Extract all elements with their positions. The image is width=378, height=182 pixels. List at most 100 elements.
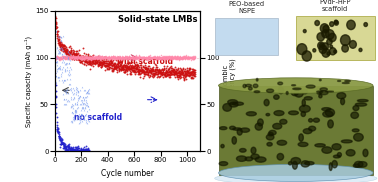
Point [184, 73, 190, 76]
Point [58, 141, 64, 143]
Point [144, 57, 150, 60]
Point [71, 148, 77, 151]
Point [130, 64, 136, 67]
Point [62, 67, 68, 70]
Point [166, 56, 172, 59]
Point [79, 107, 85, 110]
Circle shape [334, 21, 338, 25]
Point [68, 56, 74, 59]
Point [90, 57, 96, 60]
Point [160, 71, 166, 74]
Point [57, 48, 63, 51]
Point [76, 149, 82, 151]
Point [169, 70, 175, 72]
Point [105, 63, 111, 66]
Point [66, 74, 72, 77]
Point [98, 55, 104, 58]
Point [149, 56, 155, 59]
Ellipse shape [322, 147, 332, 153]
Point [154, 69, 160, 72]
Point [57, 56, 64, 59]
Point [192, 55, 198, 58]
Point [143, 67, 149, 70]
Point [121, 65, 127, 68]
Point [185, 57, 191, 60]
Point [104, 66, 110, 69]
Point [80, 150, 86, 153]
Point [54, 56, 60, 59]
Point [103, 64, 109, 67]
Point [126, 58, 132, 61]
Point [181, 70, 187, 73]
Point [67, 51, 73, 54]
Point [75, 52, 81, 54]
Ellipse shape [293, 161, 297, 169]
Point [116, 56, 122, 59]
Point [182, 56, 188, 59]
Point [64, 57, 70, 60]
Point [183, 72, 189, 75]
Point [83, 56, 89, 59]
Point [181, 56, 187, 59]
Point [58, 57, 64, 60]
Point [160, 67, 166, 70]
Point [139, 70, 145, 73]
Point [76, 48, 82, 51]
Point [112, 57, 118, 60]
Point [169, 66, 175, 69]
Point [59, 46, 65, 48]
Point [187, 72, 194, 75]
Point [122, 64, 128, 67]
Point [55, 131, 61, 134]
Point [127, 57, 133, 60]
Point [150, 57, 156, 60]
Point [156, 57, 162, 60]
Circle shape [317, 33, 324, 41]
Point [87, 56, 93, 59]
Point [174, 55, 180, 58]
Point [84, 56, 90, 59]
Point [168, 56, 174, 59]
Ellipse shape [232, 137, 236, 144]
Point [190, 57, 196, 60]
Point [122, 55, 128, 58]
Point [86, 150, 92, 153]
Point [142, 72, 148, 75]
Point [103, 55, 109, 58]
Point [183, 53, 189, 56]
Point [77, 61, 83, 64]
Point [93, 61, 99, 64]
Ellipse shape [305, 162, 314, 165]
Point [180, 56, 186, 59]
Point [86, 58, 92, 60]
Point [155, 73, 161, 76]
Point [61, 145, 67, 147]
Ellipse shape [229, 126, 235, 130]
Ellipse shape [257, 119, 263, 126]
Point [120, 67, 126, 70]
Point [160, 56, 166, 59]
Point [60, 45, 67, 48]
Point [147, 56, 153, 59]
Point [169, 73, 175, 76]
Ellipse shape [266, 89, 274, 92]
Point [71, 50, 77, 53]
Point [121, 58, 127, 61]
Point [70, 56, 76, 59]
Point [132, 62, 138, 65]
Point [118, 64, 124, 66]
Point [122, 70, 128, 73]
Point [59, 48, 65, 51]
Point [84, 57, 90, 60]
Point [140, 68, 146, 71]
Point [180, 57, 186, 60]
Point [79, 47, 85, 50]
Point [147, 74, 153, 76]
Point [99, 55, 105, 58]
Point [88, 57, 94, 60]
Circle shape [330, 45, 333, 48]
Point [110, 55, 116, 58]
Point [70, 55, 76, 58]
Point [132, 56, 138, 58]
Point [62, 50, 68, 53]
